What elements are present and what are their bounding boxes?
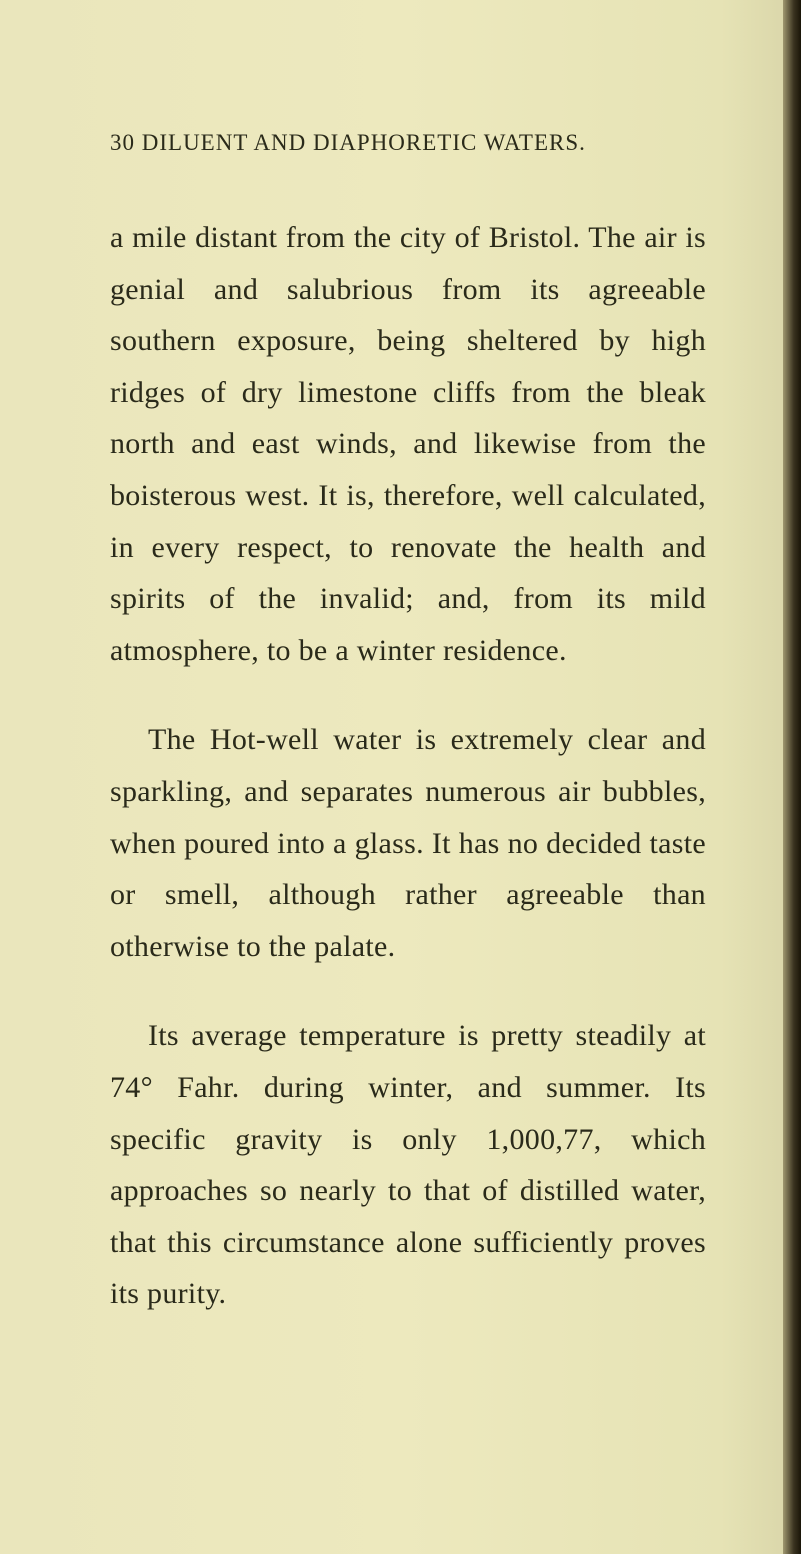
header-title: DILUENT AND DIAPHORETIC WATERS. xyxy=(142,130,586,155)
body-text: a mile distant from the city of Bristol.… xyxy=(110,212,706,1320)
book-page: 30 DILUENT AND DIAPHORETIC WATERS. a mil… xyxy=(0,0,801,1554)
paragraph-1: a mile distant from the city of Bristol.… xyxy=(110,212,706,676)
page-number: 30 xyxy=(110,130,135,155)
paragraph-2: The Hot-well water is extremely clear an… xyxy=(110,714,706,972)
paragraph-3: Its average temperature is pretty steadi… xyxy=(110,1010,706,1320)
page-shadow-edge xyxy=(783,0,801,1554)
page-header: 30 DILUENT AND DIAPHORETIC WATERS. xyxy=(110,130,706,156)
